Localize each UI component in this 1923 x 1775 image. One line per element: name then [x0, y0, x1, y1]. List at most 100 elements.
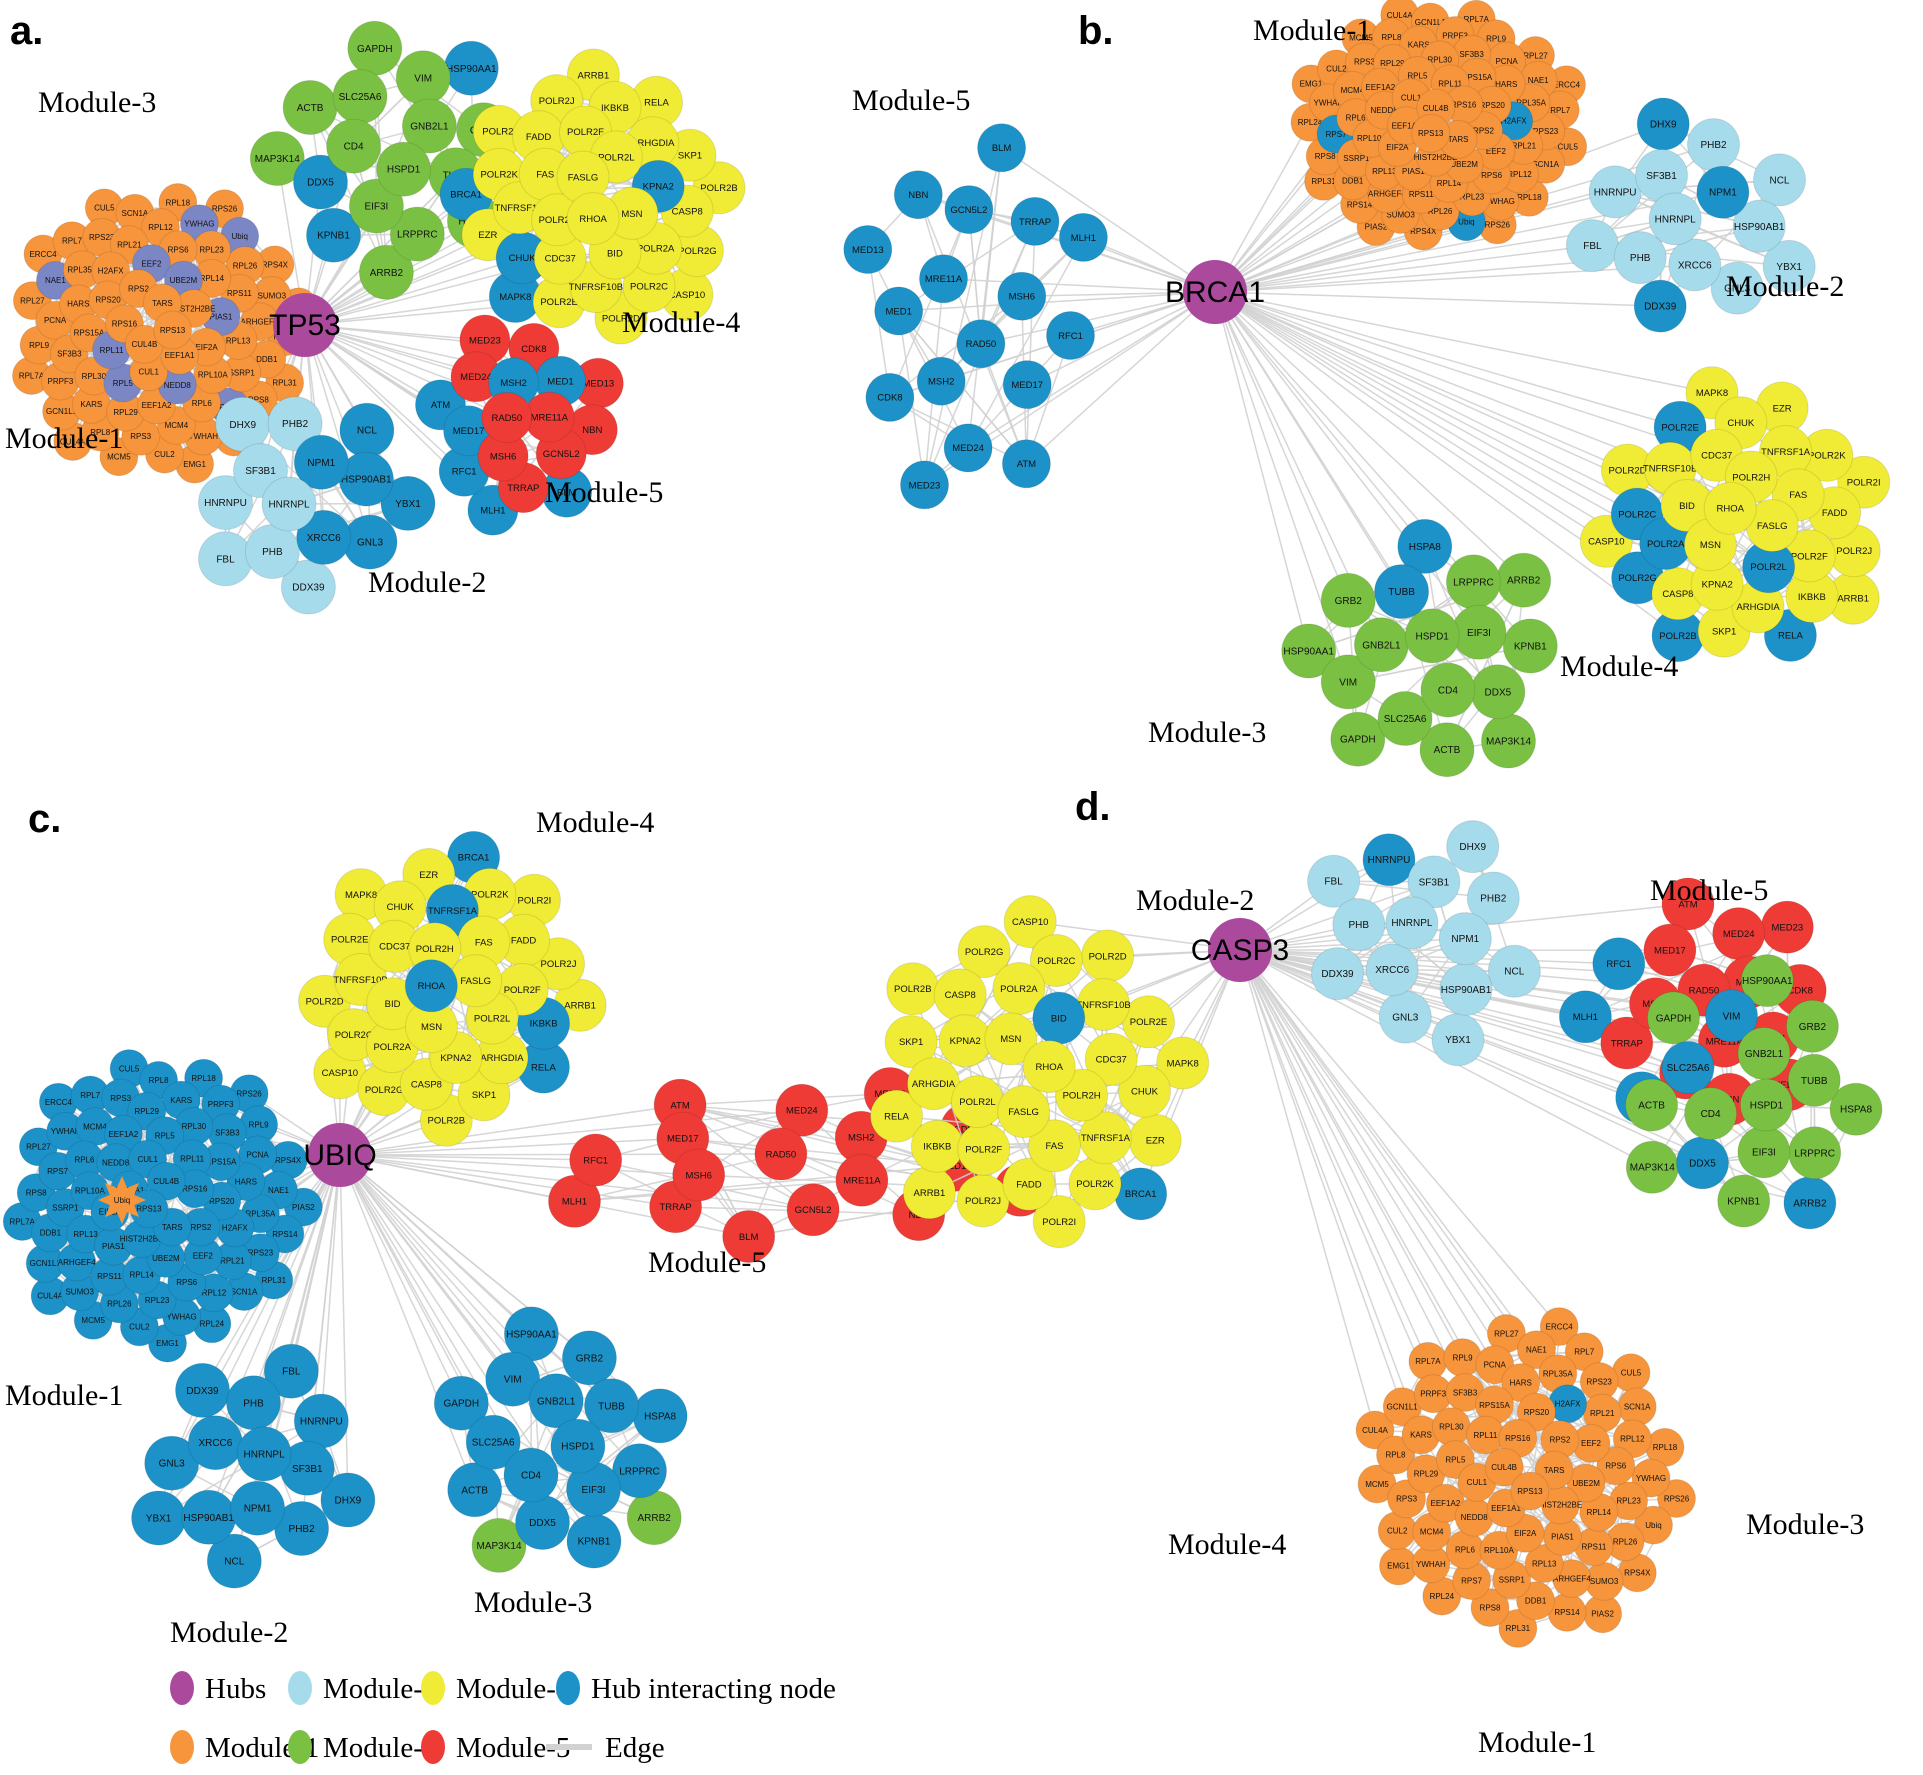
gene-node-label: GRB2 [1799, 1022, 1827, 1033]
node-MED1: MED1 [874, 286, 924, 336]
gene-node-label: ACTB [461, 1485, 488, 1496]
node-HNRNPL: HNRNPL [1385, 896, 1439, 950]
gene-node-label: TNFRSF1A [1081, 1133, 1131, 1144]
node-RPL8: RPL8 [1376, 1435, 1415, 1475]
node-EIF3I: EIF3I [348, 178, 404, 234]
gene-node-label: LRPPRC [619, 1466, 660, 1477]
gene-node-label: DDX39 [186, 1386, 219, 1397]
node-XRCC6: XRCC6 [296, 509, 352, 565]
gene-node-label: ARHGDIA [480, 1053, 524, 1064]
gene-node-label: CDK8 [1788, 986, 1813, 997]
gene-node-label: POLR2H [1732, 472, 1770, 483]
gene-node-label: MSH6 [685, 1170, 711, 1181]
edge [1214, 291, 1607, 542]
edge [339, 1109, 802, 1156]
node-PHB: PHB [1332, 898, 1386, 952]
gene-node-label: RPL35A [1543, 1370, 1573, 1379]
gene-node-label: PRPF3 [1420, 1390, 1446, 1399]
node-GNL3: GNL3 [342, 514, 398, 570]
node-MED23: MED23 [900, 460, 949, 510]
gene-node-label: PIAS2 [292, 1203, 315, 1212]
gene-node-circle [1588, 165, 1642, 219]
gene-node-label: RPS4X [1624, 1569, 1651, 1578]
gene-node-label: HSPA8 [644, 1411, 676, 1422]
gene-node-circle [1696, 165, 1750, 219]
edge [474, 1489, 655, 1519]
panel-b-nodes: MED23 MLH1 MED13 ATM BLM CDK8 RFC1 NBN MED24 TRRA… [843, 0, 1891, 778]
gene-node-label: XRCC6 [1375, 965, 1409, 976]
edge [1030, 920, 1241, 951]
gene-node-label: EMG1 [156, 1339, 179, 1348]
gene-node-label: MED17 [1654, 946, 1686, 957]
gene-node-label: DDX5 [1485, 687, 1512, 698]
gene-node-label: POLR2K [471, 890, 509, 901]
gene-node-label: KARS [170, 1096, 192, 1105]
gene-node-label: SLC25A6 [1667, 1063, 1710, 1074]
gene-node-label: HSPD1 [1750, 1101, 1784, 1112]
gene-node-circle [267, 396, 323, 452]
gene-node-circle [1634, 1505, 1673, 1545]
node-HSPD1: HSPD1 [550, 1418, 606, 1474]
gene-node-label: HSP90AB1 [183, 1513, 234, 1524]
gene-node-label: GCN1L1 [1415, 18, 1447, 27]
gene-node-label: KPNA2 [1702, 580, 1733, 591]
gene-node-label: POLR2K [480, 170, 518, 181]
gene-node-circle [1740, 954, 1794, 1008]
gene-node-label: RAD50 [966, 339, 997, 350]
legend-label: Hubs [205, 1673, 266, 1705]
node-NPM1: NPM1 [293, 434, 349, 490]
gene-node-label: CASP10 [1588, 537, 1624, 548]
node-Ubiq: Ubiq [1634, 1505, 1673, 1545]
gene-node-label: MAP3K14 [255, 154, 300, 165]
node-ERCC4: ERCC4 [1539, 1307, 1579, 1347]
gene-node-label: CUL4A [1387, 11, 1413, 20]
gene-node-label: ACTB [1434, 745, 1461, 756]
gene-node-label: ARHGDIA [1736, 602, 1780, 613]
gene-node-circle [548, 1174, 601, 1228]
module-label-a-module-5: Module-5 [545, 476, 663, 509]
gene-node-circle [1438, 912, 1492, 966]
gene-node-label: PHB2 [289, 1524, 316, 1535]
gene-node-label: RPS7 [1326, 130, 1347, 139]
edge [1614, 191, 1790, 268]
gene-node-label: FADD [1016, 1180, 1041, 1191]
node-RPL30: RPL30 [1431, 1407, 1471, 1447]
gene-node-label: RPL7 [1574, 1348, 1595, 1357]
node-EZR: EZR [1128, 1113, 1182, 1167]
edge [1214, 291, 1426, 547]
gene-node-label: RPL9 [29, 341, 50, 350]
gene-node-circle [263, 1343, 319, 1399]
gene-node-label: HSP90AB1 [1734, 222, 1785, 233]
gene-node-label: YWHAG [1485, 197, 1515, 206]
gene-node-circle [722, 1210, 776, 1263]
gene-node-label: VIM [1339, 677, 1357, 688]
node-MLH1: MLH1 [1558, 990, 1612, 1044]
gene-node-circle [584, 1378, 639, 1434]
gene-node-label: XRCC6 [1678, 260, 1712, 271]
gene-node-label: UBE2M [152, 1254, 180, 1263]
legend-item-hub-interacting-node: Hub interacting node [556, 1671, 836, 1705]
gene-node-label: NCL [1504, 967, 1524, 978]
gene-node-circle [1046, 311, 1095, 360]
gene-node-circle [1419, 722, 1475, 778]
gene-node-label: RPS26 [1485, 221, 1511, 230]
gene-node-circle [1661, 877, 1715, 931]
gene-node-circle [206, 1533, 262, 1589]
node-HSP90AA1: HSP90AA1 [1281, 623, 1337, 679]
gene-node-label: RPS13 [1517, 1487, 1543, 1496]
node-RAD50: RAD50 [754, 1127, 808, 1181]
hub-circle [273, 293, 337, 357]
cluster-d-module-4: BRCA1 CASP10 ARRB1 MAPK8 POLR2B POLR2I POLR2D R… [870, 895, 1210, 1249]
gene-node-label: HSP90AB1 [341, 475, 392, 486]
gene-node-label: RPL30 [182, 1122, 207, 1131]
gene-node-label: RPS15A [74, 329, 105, 338]
panel-d: FBL YBX1 DHX9 DDX39 NCL HNRNPU GNL3 PHB2 PHB HSP9… [870, 785, 1883, 1759]
gene-node-label: MED1 [547, 377, 573, 388]
gene-node-label: POLR2I [1042, 1217, 1076, 1228]
node-XRCC6: XRCC6 [1365, 943, 1419, 997]
gene-node-label: GCN1L1 [1387, 1403, 1419, 1412]
gene-node-label: RPL8 [90, 428, 111, 437]
gene-node-label: TNFRSF10B [333, 975, 387, 986]
gene-node-label: FAS [1046, 1141, 1064, 1152]
edge [304, 324, 465, 472]
